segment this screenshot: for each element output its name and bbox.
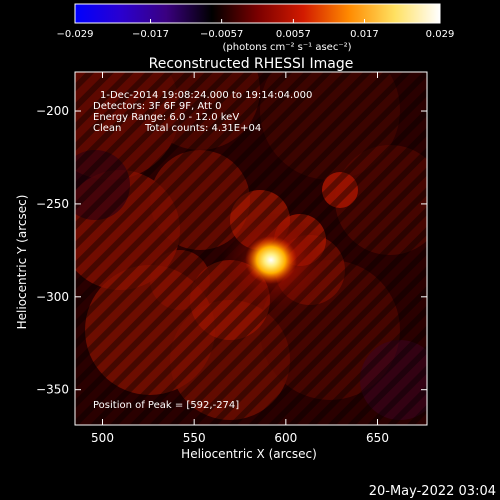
- x-axis-label: Heliocentric X (arcsec): [181, 447, 317, 461]
- x-tick-label: 500: [91, 431, 114, 445]
- y-tick-label: −350: [36, 383, 69, 397]
- time-range-annotation: 1-Dec-2014 19:08:24.000 to 19:14:04.000: [100, 90, 312, 101]
- colorbar-tick-label: 0.029: [426, 29, 455, 40]
- colorbar-tick-label: −0.017: [132, 29, 169, 40]
- y-tick-label: −200: [36, 104, 69, 118]
- peak-position-annotation: Position of Peak = [592,-274]: [93, 400, 239, 411]
- colorbar-ticks: [74, 19, 441, 23]
- y-axis-ticks: −200 −250 −300 −350: [36, 104, 427, 397]
- footer-timestamp: 20-May-2022 03:04: [369, 484, 496, 499]
- energy-range-annotation: Energy Range: 6.0 - 12.0 keV: [93, 112, 239, 123]
- detectors-annotation: Detectors: 3F 6F 9F, Att 0: [93, 101, 221, 112]
- chart-title: Reconstructed RHESSI Image: [149, 56, 354, 72]
- x-axis-ticks: 500 550 600 650: [91, 72, 389, 445]
- colorbar-tick-label: 0.017: [350, 29, 379, 40]
- colorbar: [74, 3, 441, 24]
- colorbar-tick-label: 0.0057: [276, 29, 311, 40]
- y-axis-label: Heliocentric Y (arcsec): [15, 195, 29, 330]
- colorbar-tick-label: −0.0057: [200, 29, 243, 40]
- method-annotation: Clean: [93, 123, 121, 134]
- heatmap-image: [75, 72, 427, 425]
- total-counts-annotation: Total counts: 4.31E+04: [144, 123, 261, 134]
- x-tick-label: 600: [274, 431, 297, 445]
- plot-frame: [74, 71, 428, 426]
- y-tick-label: −250: [36, 197, 69, 211]
- y-tick-label: −300: [36, 290, 69, 304]
- colorbar-tick-label: −0.029: [56, 29, 93, 40]
- colorbar-tick-labels: −0.029 −0.017 −0.0057 0.0057 0.017 0.029: [56, 29, 454, 40]
- colorbar-units-label: (photons cm⁻² s⁻¹ asec⁻²): [222, 42, 351, 53]
- x-tick-label: 650: [366, 431, 389, 445]
- x-tick-label: 550: [183, 431, 206, 445]
